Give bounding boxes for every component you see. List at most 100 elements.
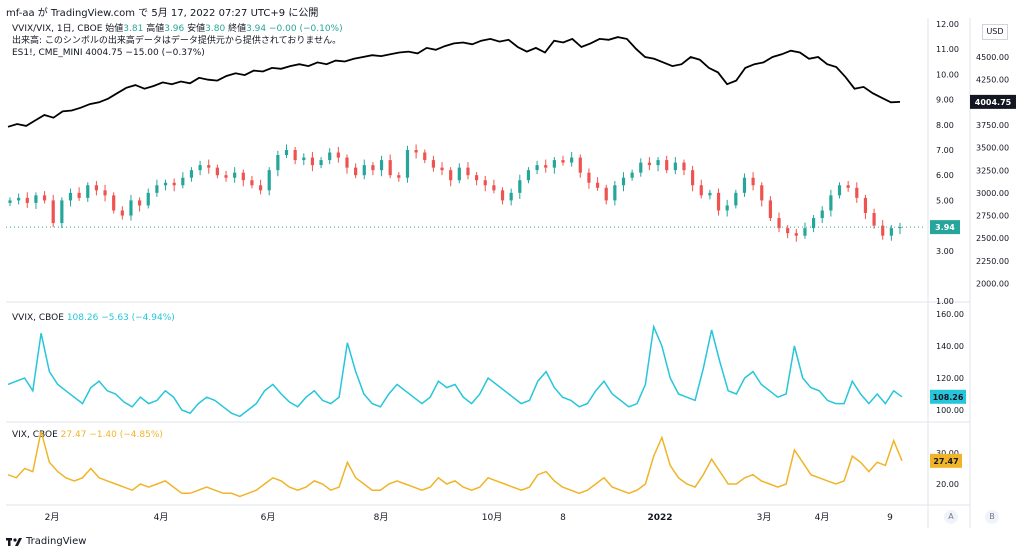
candle-body [250, 180, 254, 186]
candle-body [457, 167, 461, 181]
candle-body [284, 150, 289, 156]
candle-body [639, 162, 643, 173]
x-axis-tick: 2022 [647, 513, 672, 523]
candle-body [181, 177, 185, 186]
candle-body [803, 228, 807, 236]
symbol-title[interactable]: VVIX/VIX, 1日, CBOE [12, 24, 103, 34]
ratio-axis-tick: 10.00 [936, 70, 959, 79]
candle-body [716, 192, 721, 211]
candle-body [310, 157, 315, 166]
candle-body [423, 152, 427, 161]
currency-button[interactable]: USD [982, 24, 1008, 40]
vvix-line [7, 324, 903, 418]
candle-body [267, 170, 271, 191]
x-axis-tick: 8月 [374, 512, 389, 523]
candle-body [604, 187, 608, 201]
ratio-last-price-label: 3.94 [935, 223, 955, 232]
candle-body [760, 185, 764, 201]
vix-change: −1.40 (−4.85%) [89, 430, 163, 440]
ratio-axis-tick: 7.00 [936, 146, 954, 155]
candle-body [34, 195, 38, 203]
es-axis-tick: 3500.00 [976, 144, 1009, 153]
candle-body [172, 182, 176, 186]
ratio-axis-tick: 12.00 [936, 20, 959, 29]
x-axis-tick: 4月 [154, 512, 169, 523]
candle-body [466, 167, 470, 176]
candle-body [708, 192, 712, 196]
candle-body [319, 160, 323, 166]
candle-body [68, 192, 73, 201]
candle-body [526, 170, 531, 181]
candle-body [621, 177, 626, 186]
candle-body [207, 165, 211, 168]
candle-body [837, 185, 842, 196]
candle-body [734, 192, 738, 206]
x-axis-tick: 9 [887, 513, 893, 523]
candle-body [215, 167, 219, 176]
high-value: 3.96 [164, 24, 185, 34]
ratio-axis-tick: 4.00 [936, 222, 954, 231]
vix-last-label: 27.47 [933, 457, 958, 466]
candle-body [578, 157, 582, 173]
candle-body [535, 165, 539, 171]
candle-body [881, 225, 885, 236]
candle-body [898, 227, 902, 229]
close-label: 終値 [228, 24, 247, 34]
vvix-value: 108.26 [66, 313, 99, 323]
candle-body [276, 155, 280, 171]
es-axis-tick: 2750.00 [976, 212, 1009, 221]
candle-body [613, 185, 617, 201]
candle-body [475, 175, 479, 181]
candle-body [647, 162, 652, 166]
candle-body [138, 200, 142, 206]
candle-body [336, 152, 340, 158]
candle-body [518, 180, 522, 193]
es-axis-tick: 4000.00 [976, 98, 1009, 107]
low-value: 3.80 [205, 24, 226, 34]
candle-body [414, 150, 418, 153]
es-axis-tick: 3000.00 [976, 189, 1009, 198]
vvix-last-badge [930, 389, 966, 404]
candle-body [8, 200, 12, 203]
candle-body [492, 185, 496, 191]
candle-body [777, 218, 781, 229]
open-label: 始値 [105, 24, 124, 34]
candle-body [241, 172, 245, 181]
brand-name: TradingView [26, 536, 87, 547]
vix-name: VIX, CBOE [12, 430, 58, 440]
es-legend[interactable]: ES1!, CME_MINI 4004.75 −15.00 (−0.37%) [12, 48, 205, 58]
candle-body [500, 190, 505, 201]
log-scale-button[interactable]: B [985, 510, 999, 524]
ratio-axis-tick: 9.00 [936, 96, 954, 105]
candle-body [786, 228, 790, 234]
candle-body [51, 200, 55, 224]
candle-body [449, 170, 453, 181]
vvix-legend[interactable]: VVIX, CBOE 108.26 −5.63 (−4.94%) [12, 312, 175, 324]
x-axis-tick: 8 [560, 513, 566, 523]
vix-value: 27.47 [60, 430, 87, 440]
candle-body [829, 195, 833, 211]
vvix-change: −5.63 (−4.94%) [101, 313, 175, 323]
candle-body [595, 182, 600, 188]
vix-line [7, 431, 903, 498]
close-value: 3.94 [246, 24, 267, 34]
candle-body [552, 160, 556, 168]
vvix-last-label: 108.26 [933, 393, 964, 402]
candle-body [691, 170, 695, 186]
x-axis-tick: 10月 [482, 512, 502, 523]
auto-scale-button[interactable]: A [944, 510, 958, 524]
x-axis-tick: 6月 [261, 512, 276, 523]
candle-body [440, 167, 444, 171]
candle-body [570, 157, 574, 163]
es-axis-tick: 2500.00 [976, 234, 1009, 243]
vix-legend[interactable]: VIX, CBOE 27.47 −1.40 (−4.85%) [12, 429, 163, 441]
candle-body [302, 157, 306, 161]
candle-body [86, 185, 90, 198]
vix-axis-tick: 30.00 [936, 449, 959, 458]
footer: TradingView [6, 536, 86, 547]
vvix-axis-tick: 100.00 [936, 406, 964, 415]
candle-body [233, 172, 237, 178]
main-legend: VVIX/VIX, 1日, CBOE 始値3.81 高値3.96 安値3.80 … [12, 23, 343, 59]
vvix-axis-tick: 120.00 [936, 374, 964, 383]
